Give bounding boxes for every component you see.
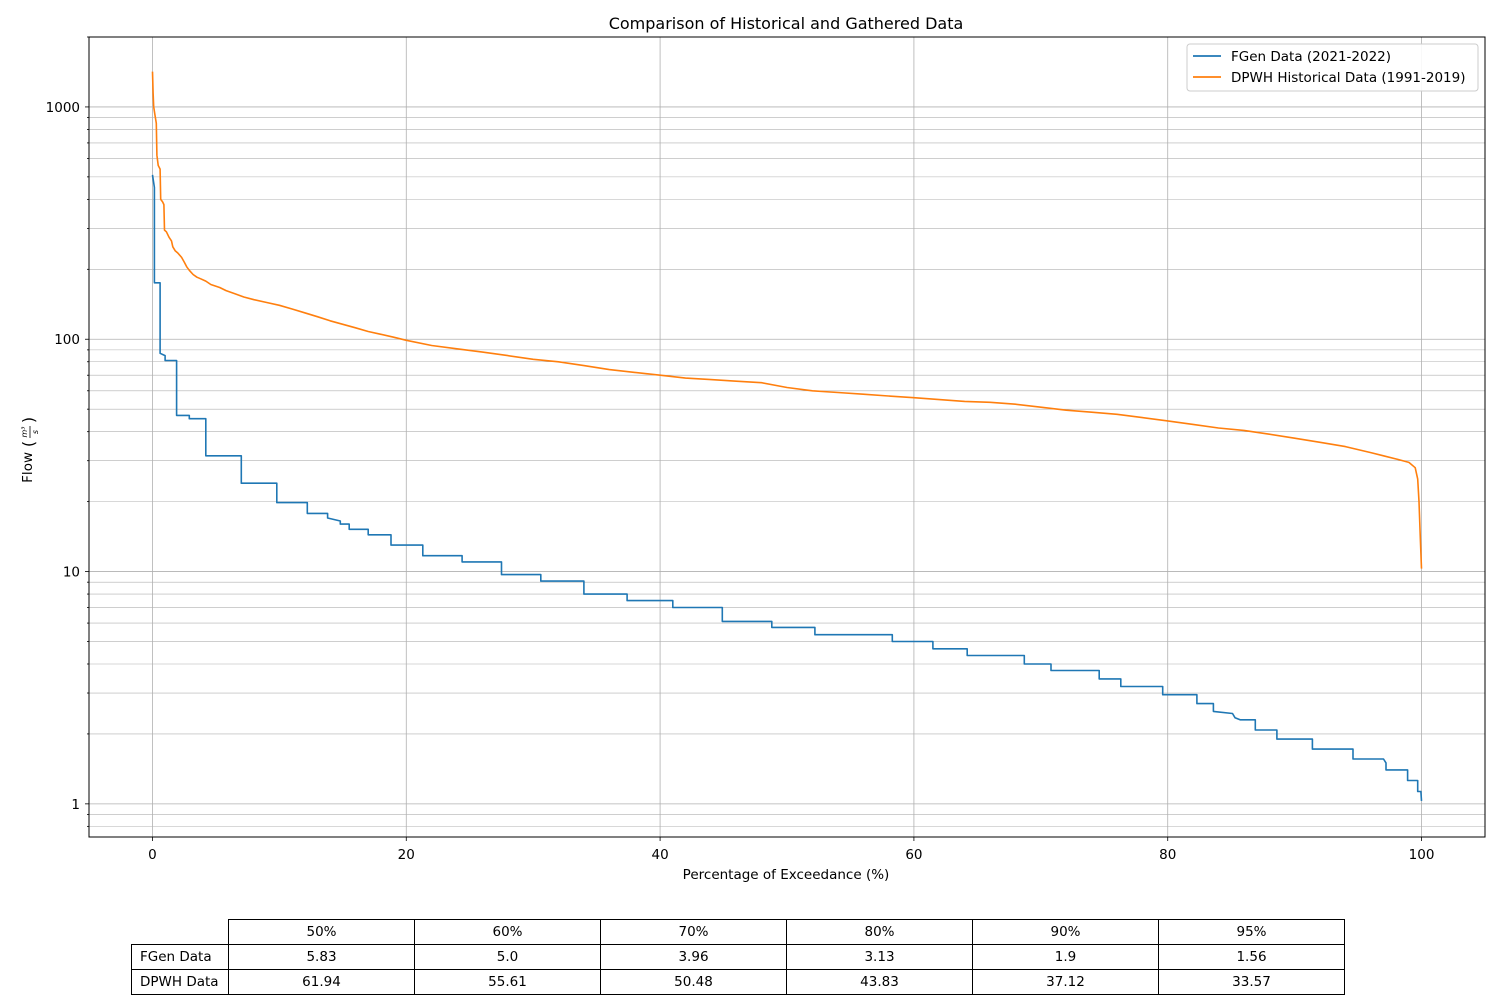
col-header-80: 80% bbox=[786, 919, 973, 945]
exceedance-table: 50% 60% 70% 80% 90% 95% FGen Data 5.83 5… bbox=[131, 919, 1345, 995]
legend-box bbox=[1186, 43, 1479, 92]
legend: FGen Data (2021-2022) DPWH Historical Da… bbox=[1186, 43, 1479, 92]
table-row-fgen: FGen Data 5.83 5.0 3.96 3.13 1.9 1.56 bbox=[131, 944, 1345, 970]
y-axis-label: Flow ( m³ s ) bbox=[19, 417, 40, 483]
y-label-unit-numerator: m³ bbox=[20, 427, 29, 438]
col-header-50: 50% bbox=[228, 919, 415, 945]
col-header-90: 90% bbox=[972, 919, 1159, 945]
axes-frame bbox=[88, 36, 1486, 838]
legend-label-dpwh: DPWH Historical Data (1991-2019) bbox=[1231, 70, 1466, 86]
grid bbox=[89, 36, 1485, 837]
flow-duration-chart: Comparison of Historical and Gathered Da… bbox=[19, 14, 1486, 883]
x-tick-label: 80 bbox=[1159, 847, 1176, 863]
table-cell: 61.94 bbox=[228, 969, 415, 995]
table-cell: 5.0 bbox=[414, 944, 601, 970]
table-header-row: 50% 60% 70% 80% 90% 95% bbox=[132, 919, 1345, 945]
x-tick-label: 40 bbox=[651, 847, 668, 863]
y-label-unit-denominator: s bbox=[31, 430, 40, 434]
axis-ticks: 0 20 40 60 80 100 1 10 100 1000 bbox=[46, 36, 1435, 863]
y-tick-label: 100 bbox=[54, 332, 80, 348]
table-cell: 37.12 bbox=[972, 969, 1159, 995]
table-cell: 3.13 bbox=[786, 944, 973, 970]
y-label-paren-right: ) bbox=[19, 417, 38, 423]
table-cell: 33.57 bbox=[1158, 969, 1345, 995]
x-tick-label: 20 bbox=[398, 847, 415, 863]
table-cell: 1.9 bbox=[972, 944, 1159, 970]
col-header-70: 70% bbox=[600, 919, 787, 945]
table-cell: 43.83 bbox=[786, 969, 973, 995]
x-tick-label: 60 bbox=[905, 847, 922, 863]
table-row-dpwh: DPWH Data 61.94 55.61 50.48 43.83 37.12 … bbox=[131, 969, 1345, 995]
series-line-fgen bbox=[151, 174, 1423, 801]
y-tick-label: 1 bbox=[71, 797, 80, 813]
x-tick-label: 100 bbox=[1409, 847, 1435, 863]
table-cell: 5.83 bbox=[228, 944, 415, 970]
col-header-95: 95% bbox=[1158, 919, 1345, 945]
table-cell: 3.96 bbox=[600, 944, 787, 970]
col-header-60: 60% bbox=[414, 919, 601, 945]
chart-title: Comparison of Historical and Gathered Da… bbox=[609, 14, 964, 33]
x-tick-label: 0 bbox=[148, 847, 157, 863]
table-cell: 50.48 bbox=[600, 969, 787, 995]
row-label-dpwh: DPWH Data bbox=[131, 969, 229, 995]
legend-label-fgen: FGen Data (2021-2022) bbox=[1231, 49, 1391, 65]
row-label-fgen: FGen Data bbox=[131, 944, 229, 970]
x-axis-label: Percentage of Exceedance (%) bbox=[683, 867, 890, 883]
y-label-paren-left: ( bbox=[19, 441, 38, 447]
y-tick-label: 1000 bbox=[46, 100, 80, 116]
table-cell: 55.61 bbox=[414, 969, 601, 995]
table-cell: 1.56 bbox=[1158, 944, 1345, 970]
series-line-dpwh bbox=[151, 71, 1423, 569]
plot-area: 0 20 40 60 80 100 1 10 100 1000 bbox=[46, 36, 1486, 863]
y-axis-label-text: Flow bbox=[20, 452, 36, 483]
table-corner bbox=[132, 920, 229, 945]
y-tick-label: 10 bbox=[63, 565, 80, 581]
series-lines bbox=[151, 71, 1423, 801]
